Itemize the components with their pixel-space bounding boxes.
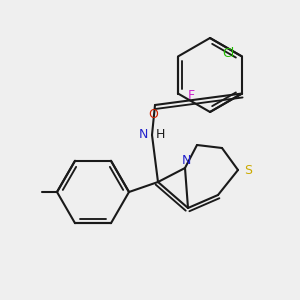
Text: S: S <box>244 164 252 176</box>
Text: Cl: Cl <box>222 47 234 60</box>
Text: F: F <box>188 89 194 102</box>
Text: H: H <box>155 128 165 142</box>
Text: N: N <box>181 154 191 166</box>
Text: O: O <box>148 108 158 122</box>
Text: N: N <box>138 128 148 142</box>
